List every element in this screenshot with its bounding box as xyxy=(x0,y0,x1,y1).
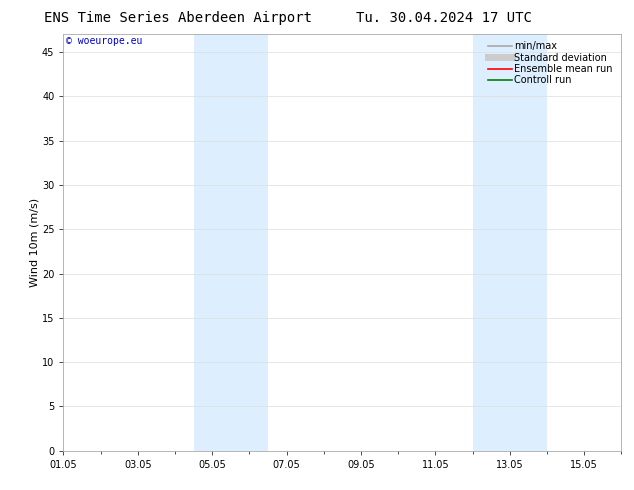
Text: Tu. 30.04.2024 17 UTC: Tu. 30.04.2024 17 UTC xyxy=(356,11,532,25)
Text: ENS Time Series Aberdeen Airport: ENS Time Series Aberdeen Airport xyxy=(44,11,311,25)
Bar xyxy=(472,34,547,451)
Legend: min/max, Standard deviation, Ensemble mean run, Controll run: min/max, Standard deviation, Ensemble me… xyxy=(486,39,616,87)
Bar xyxy=(193,34,268,451)
Y-axis label: Wind 10m (m/s): Wind 10m (m/s) xyxy=(29,198,39,287)
Text: © woeurope.eu: © woeurope.eu xyxy=(66,36,143,47)
